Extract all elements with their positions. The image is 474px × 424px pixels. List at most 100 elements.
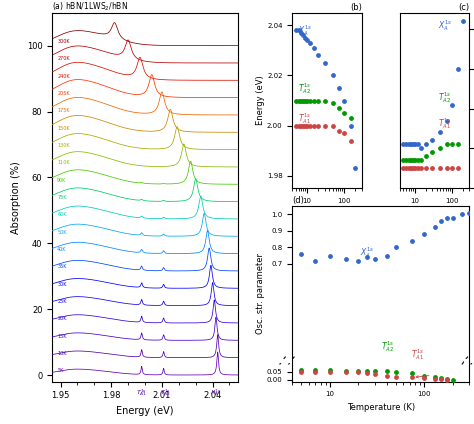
Text: 50K: 50K	[57, 230, 67, 235]
Point	[329, 122, 337, 129]
Point	[329, 72, 337, 79]
Point	[364, 370, 371, 377]
Point	[371, 368, 379, 374]
Point	[343, 368, 350, 374]
Point	[295, 97, 302, 104]
Point	[340, 130, 348, 137]
Y-axis label: Osc. str. parameter: Osc. str. parameter	[256, 253, 265, 334]
Text: $X_A^{1s}$: $X_A^{1s}$	[438, 18, 452, 33]
Point	[298, 251, 305, 257]
Point	[443, 214, 451, 221]
Point	[301, 122, 309, 129]
Point	[300, 32, 307, 39]
Point	[326, 367, 334, 374]
Point	[340, 110, 348, 117]
Point	[392, 244, 400, 251]
Text: 300K: 300K	[57, 39, 70, 44]
Text: (c): (c)	[458, 3, 469, 12]
Point	[300, 97, 307, 104]
Point	[431, 374, 439, 381]
Point	[311, 367, 319, 374]
Point	[310, 122, 318, 129]
Point	[347, 122, 355, 129]
Point	[422, 165, 429, 172]
Point	[449, 214, 456, 221]
Text: 130K: 130K	[57, 143, 70, 148]
Point	[454, 165, 462, 172]
Text: 5K: 5K	[57, 368, 64, 374]
Point	[364, 254, 371, 261]
Point	[458, 211, 465, 218]
Text: 10K: 10K	[57, 351, 67, 356]
Point	[422, 153, 429, 160]
Point	[417, 165, 425, 172]
Text: 30K: 30K	[57, 282, 67, 287]
Point	[311, 257, 319, 264]
Text: 40K: 40K	[57, 247, 67, 252]
Text: 35K: 35K	[57, 264, 67, 269]
Point	[414, 165, 421, 172]
Point	[314, 97, 322, 104]
Point	[306, 97, 314, 104]
Point	[414, 157, 421, 164]
Point	[347, 137, 355, 144]
Point	[437, 145, 444, 152]
Point	[409, 165, 417, 172]
Text: 20K: 20K	[57, 316, 67, 321]
Y-axis label: Energy (eV): Energy (eV)	[256, 75, 265, 126]
Point	[301, 34, 309, 41]
Point	[340, 97, 348, 104]
Point	[454, 65, 462, 72]
Point	[336, 127, 343, 134]
Point	[420, 372, 428, 379]
Text: $T_{A1}^{1s}$: $T_{A1}^{1s}$	[438, 117, 451, 131]
Point	[448, 141, 456, 148]
Text: 240K: 240K	[57, 74, 70, 79]
Point	[295, 27, 302, 33]
Text: $T_{A1}^{1s}$: $T_{A1}^{1s}$	[136, 388, 147, 399]
Point	[417, 157, 425, 164]
Point	[448, 101, 456, 108]
Point	[437, 165, 444, 172]
Text: 205K: 205K	[57, 91, 70, 96]
Point	[402, 141, 410, 148]
Point	[437, 218, 445, 224]
Point	[306, 39, 314, 46]
Text: $T_{A2}^{1s}$: $T_{A2}^{1s}$	[381, 340, 394, 354]
Text: (a) hBN/1LWS$_2$/hBN: (a) hBN/1LWS$_2$/hBN	[52, 0, 128, 13]
Point	[409, 157, 417, 164]
Point	[298, 29, 305, 36]
Point	[321, 97, 328, 104]
Point	[443, 376, 451, 382]
Point	[409, 237, 416, 244]
Text: $X_A^{1s}$: $X_A^{1s}$	[298, 23, 312, 38]
Point	[303, 122, 311, 129]
Point	[409, 370, 416, 377]
X-axis label: Temperature (K): Temperature (K)	[346, 403, 415, 412]
Point	[420, 375, 428, 382]
Point	[448, 165, 456, 172]
Point	[449, 376, 456, 383]
Point	[298, 367, 305, 374]
Point	[459, 17, 466, 24]
Point	[306, 122, 314, 129]
Point	[414, 141, 421, 148]
Point	[417, 145, 425, 152]
Point	[409, 374, 416, 381]
Text: $T_{A2}^{1s}$: $T_{A2}^{1s}$	[438, 90, 451, 105]
Point	[407, 141, 415, 148]
Point	[371, 371, 379, 377]
Point	[314, 52, 322, 59]
Text: $T_{A1}^{1s}$: $T_{A1}^{1s}$	[298, 111, 311, 126]
Point	[428, 137, 436, 144]
Text: $X_A^{1s}$: $X_A^{1s}$	[210, 388, 222, 399]
Point	[329, 100, 337, 106]
Point	[437, 376, 445, 383]
Point	[422, 141, 429, 148]
Point	[326, 252, 334, 259]
Point	[355, 368, 362, 374]
Point	[400, 157, 407, 164]
Point	[411, 157, 419, 164]
Point	[336, 105, 343, 112]
Point	[364, 368, 371, 374]
